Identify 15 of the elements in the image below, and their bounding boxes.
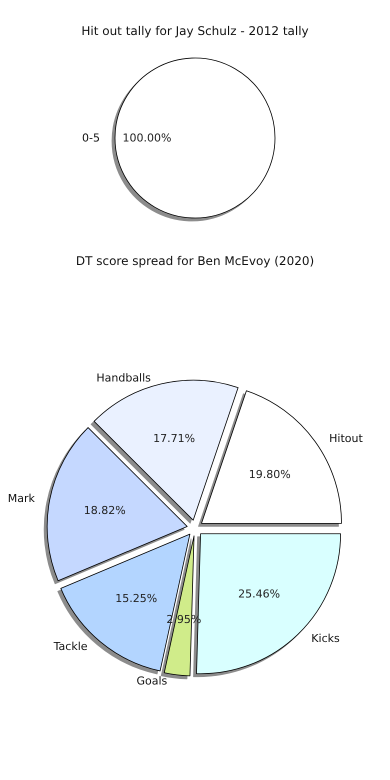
data-label: 18.82%: [84, 504, 126, 517]
slice-label: 0-5: [82, 132, 100, 144]
data-label: 15.25%: [115, 592, 158, 606]
data-label: 25.46%: [238, 587, 280, 600]
slice-label: Tackle: [52, 640, 88, 653]
data-label: 19.80%: [248, 468, 291, 481]
slice-label: Handballs: [96, 372, 152, 385]
slice-label: Hitout: [329, 432, 364, 445]
slice-label: Kicks: [311, 632, 340, 645]
slice-label: Goals: [136, 674, 168, 688]
chart-title: DT score spread for Ben McEvoy (2020): [76, 254, 314, 268]
slice-label: Mark: [8, 492, 36, 505]
data-label: 100.00%: [122, 132, 172, 144]
data-label: 17.71%: [153, 432, 196, 445]
chart-title: Hit out tally for Jay Schulz - 2012 tally: [81, 24, 309, 38]
